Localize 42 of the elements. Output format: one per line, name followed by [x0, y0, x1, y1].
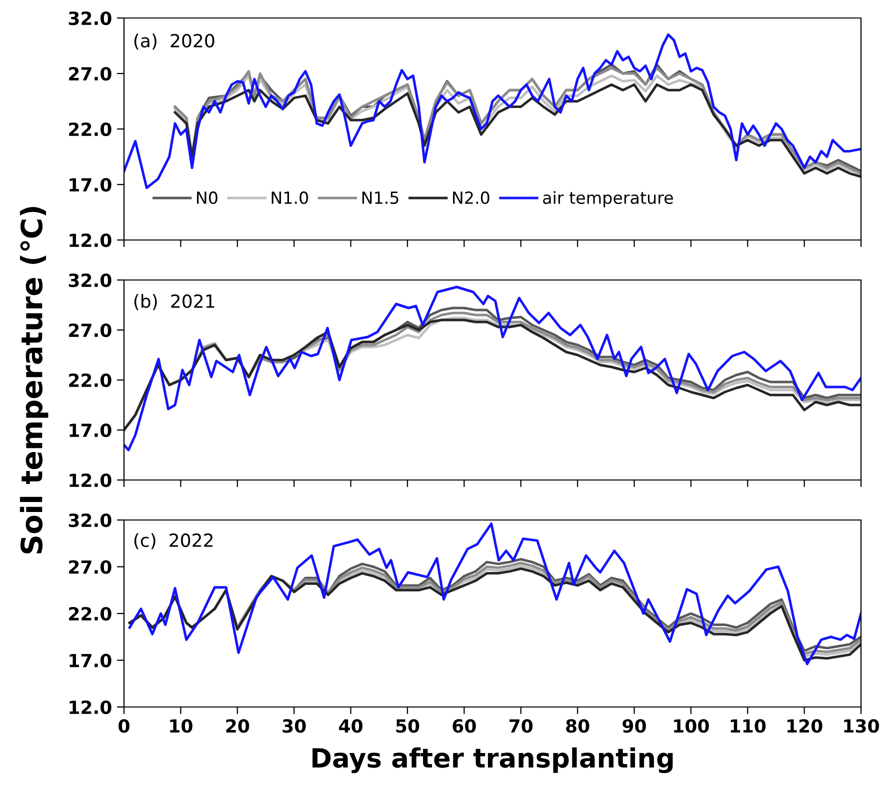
x-tick-label: 30 — [282, 719, 306, 733]
x-tick-label: 10 — [170, 719, 192, 733]
y-tick-label: 12.0 — [70, 473, 112, 488]
y-tick-label: 17.0 — [70, 654, 112, 668]
y-tick-label: 27.0 — [69, 560, 112, 574]
legend-label: N1.5 — [362, 192, 398, 204]
x-tick-label: 70 — [509, 719, 533, 733]
y-tick-label: 27.0 — [69, 66, 112, 81]
y-tick-label: 22.0 — [69, 606, 112, 621]
legend-label: N2.0 — [453, 191, 490, 204]
x-tick-label: 130 — [844, 719, 879, 733]
x-tick-label: 110 — [730, 719, 766, 733]
y-axis-title: Soil temperature (℃) — [20, 206, 48, 554]
y-tick-label: 32.0 — [68, 11, 112, 26]
x-tick-label: 60 — [452, 719, 476, 733]
text: (a) 2020 — [134, 34, 214, 50]
y-tick-label: 12.0 — [70, 233, 112, 248]
x-tick-label: 40 — [339, 719, 362, 733]
y-tick-label: 12.0 — [70, 700, 112, 714]
y-tick-label: 17.0 — [70, 178, 112, 192]
x-tick-label: 20 — [226, 719, 250, 733]
y-tick-label: 17.0 — [70, 423, 112, 438]
y-tick-label: 32.0 — [68, 513, 112, 528]
x-tick-label: 100 — [674, 719, 709, 733]
x-tick-label: 50 — [396, 719, 420, 733]
x-tick-label: 80 — [566, 719, 590, 733]
line-series — [128, 522, 861, 666]
line-series — [124, 33, 861, 190]
x-tick-label: 0 — [118, 719, 130, 733]
text: (b) 2021 — [134, 294, 214, 310]
y-tick-label: 22.0 — [69, 122, 112, 136]
text: (c) 2022 — [134, 533, 212, 550]
line-series — [124, 286, 861, 452]
y-tick-label: 27.0 — [69, 323, 112, 338]
y-tick-label: 32.0 — [68, 273, 112, 288]
x-tick-label: 120 — [788, 719, 822, 733]
legend-label: N0 — [197, 191, 218, 204]
legend-label: air temperature — [543, 191, 673, 208]
x-tick-label: 90 — [622, 719, 646, 733]
x-axis-title: Days after transplanting — [312, 747, 673, 774]
legend-label: N1.0 — [272, 191, 308, 204]
y-tick-label: 22.0 — [69, 373, 112, 388]
